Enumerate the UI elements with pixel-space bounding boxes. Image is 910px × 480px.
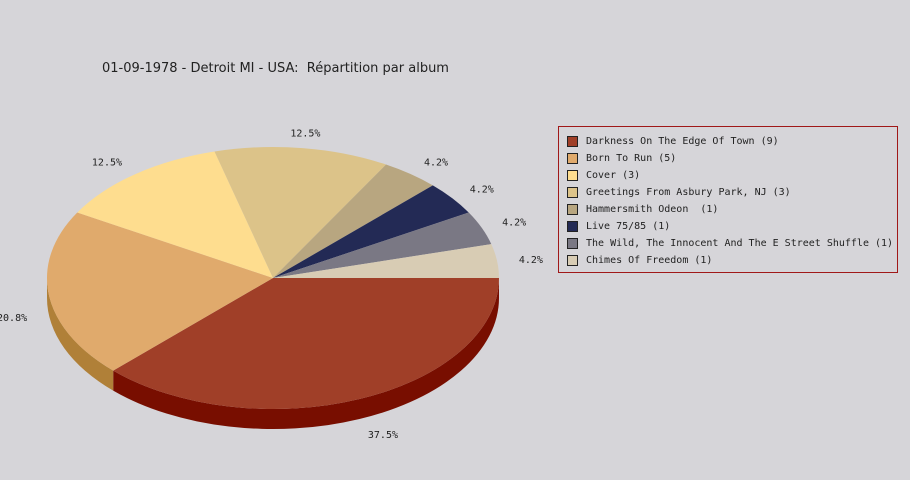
legend-swatch: [567, 203, 578, 215]
pie-slice-side-0: [113, 278, 499, 430]
slice-percent-label-4: 4.2%: [424, 157, 448, 168]
slice-percent-label-3: 12.5%: [290, 128, 320, 139]
pie-slice-side-1: [47, 278, 114, 391]
legend-swatch: [567, 186, 578, 198]
pie-slice-6: [273, 212, 492, 278]
chart-title: 01-09-1978 - Detroit MI - USA: Répartiti…: [102, 61, 449, 76]
slice-percent-label-2: 12.5%: [92, 157, 122, 168]
legend-label: Live 75/85 (1): [586, 220, 671, 232]
legend-swatch: [567, 220, 578, 232]
legend-swatch: [567, 135, 578, 147]
legend-swatch: [567, 152, 578, 164]
pie-slice-3: [214, 147, 386, 278]
legend-label: Cover (3): [586, 169, 641, 181]
legend-item-3: Greetings From Asbury Park, NJ (3): [567, 185, 791, 199]
pie-slice-0: [113, 278, 499, 410]
legend-item-7: Chimes Of Freedom (1): [567, 253, 712, 267]
legend-item-2: Cover (3): [567, 168, 640, 182]
legend-label: Darkness On The Edge Of Town (9): [586, 135, 779, 147]
legend-swatch: [567, 169, 578, 181]
legend-swatch: [567, 237, 578, 249]
legend-item-1: Born To Run (5): [567, 151, 676, 165]
chart-legend: Darkness On The Edge Of Town (9) Born To …: [558, 126, 898, 273]
legend-item-0: Darkness On The Edge Of Town (9): [567, 134, 779, 148]
slice-percent-label-7: 4.2%: [519, 255, 543, 266]
legend-item-6: The Wild, The Innocent And The E Street …: [567, 236, 893, 250]
legend-label: Greetings From Asbury Park, NJ (3): [586, 186, 791, 198]
legend-label: Born To Run (5): [586, 152, 677, 164]
legend-item-5: Live 75/85 (1): [567, 219, 670, 233]
pie-slice-1: [47, 212, 273, 371]
legend-label: The Wild, The Innocent And The E Street …: [586, 237, 894, 249]
slice-percent-label-1: 20.8%: [0, 313, 27, 324]
legend-item-4: Hammersmith Odeon (1): [567, 202, 718, 216]
slice-percent-label-6: 4.2%: [502, 218, 526, 229]
pie-slice-5: [273, 185, 469, 278]
pie-slice-7: [273, 244, 499, 278]
legend-label: Chimes Of Freedom (1): [586, 254, 713, 266]
slice-percent-label-5: 4.2%: [470, 185, 494, 196]
pie-slice-2: [77, 151, 273, 278]
legend-swatch: [567, 254, 578, 266]
slice-percent-label-0: 37.5%: [368, 430, 398, 441]
legend-label: Hammersmith Odeon (1): [586, 203, 719, 215]
pie-slice-4: [273, 164, 433, 278]
